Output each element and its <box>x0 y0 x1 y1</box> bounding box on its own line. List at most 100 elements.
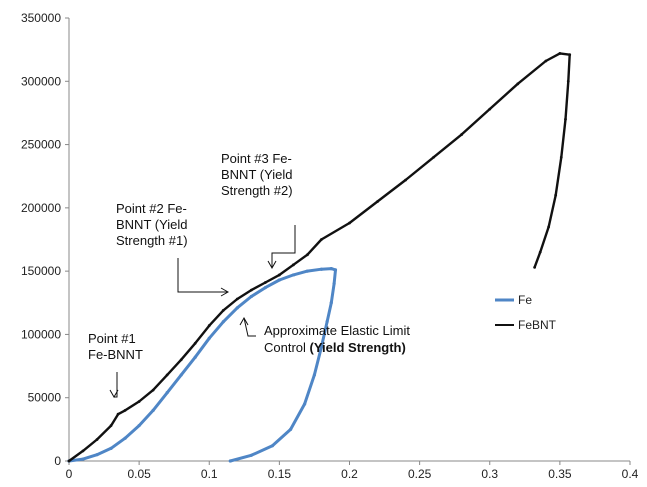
data-point-fe <box>325 320 329 324</box>
data-point-fe <box>333 268 338 272</box>
annotation-label-1: Fe-BNNT <box>88 347 143 362</box>
data-point-febnt <box>516 82 520 86</box>
data-point-febnt <box>566 79 570 83</box>
x-tick-label: 0.4 <box>622 467 639 481</box>
data-point-febnt <box>320 238 323 241</box>
data-point-fe <box>277 278 281 282</box>
annotation-label-4: Approximate Elastic Limit <box>264 323 410 338</box>
data-point-febnt <box>249 288 253 292</box>
data-point-febnt <box>568 53 572 57</box>
data-point-febnt <box>348 221 351 225</box>
data-point-fe <box>329 267 333 271</box>
data-point-febnt <box>123 408 127 412</box>
data-point-febnt <box>544 59 548 63</box>
data-point-fe <box>123 436 127 440</box>
annotation-arrowhead-4 <box>239 316 249 326</box>
data-point-febnt <box>95 438 99 441</box>
data-point-febnt <box>277 273 281 277</box>
data-point-febnt <box>404 178 407 182</box>
data-point-fe <box>109 446 113 450</box>
y-tick-label: 250000 <box>21 138 61 152</box>
data-point-fe <box>137 423 141 428</box>
data-point-febnt <box>460 133 464 136</box>
series-line-febnt <box>67 52 571 463</box>
x-tick-label: 0.15 <box>268 467 292 481</box>
x-tick-label: 0.05 <box>127 467 151 481</box>
annotation-arrowhead-2 <box>220 287 230 297</box>
series-lines <box>67 52 572 463</box>
x-tick-label: 0.35 <box>548 467 572 481</box>
annotation-arrow-1 <box>114 372 118 398</box>
data-point-fe <box>221 320 225 324</box>
y-tick-label: 50000 <box>28 391 62 405</box>
data-point-fe <box>249 294 253 299</box>
data-point-fe <box>291 273 295 277</box>
data-point-febnt <box>263 281 267 284</box>
data-point-febnt <box>559 155 563 159</box>
series-line-fe <box>67 267 337 463</box>
x-tick-label: 0.1 <box>201 467 218 481</box>
x-tick-label: 0.25 <box>408 467 432 481</box>
data-point-fe <box>312 373 317 377</box>
data-point-fe <box>319 345 324 349</box>
data-point-fe <box>81 457 85 461</box>
data-point-fe <box>165 391 169 395</box>
annotation-label-3: BNNT (Yield <box>221 167 293 182</box>
annotation-label-3: Point #3 Fe- <box>221 151 292 166</box>
data-point-febnt <box>81 449 85 453</box>
data-point-febnt <box>547 225 551 229</box>
data-point-febnt <box>193 341 197 345</box>
data-point-febnt <box>67 459 71 463</box>
data-point-febnt <box>564 117 567 121</box>
y-tick-label: 200000 <box>21 201 61 215</box>
legend-label-fe: Fe <box>518 293 532 307</box>
data-point-febnt <box>292 263 295 267</box>
data-point-febnt <box>137 400 141 403</box>
x-tick-label: 0.2 <box>341 467 358 481</box>
legend: Fe FeBNT <box>495 293 557 332</box>
data-point-febnt <box>538 250 542 254</box>
data-point-febnt <box>488 107 492 111</box>
data-point-fe <box>193 355 197 359</box>
x-tick-label: 0 <box>66 467 73 481</box>
data-point-fe <box>305 269 310 273</box>
annotation-arrowhead-3 <box>267 260 277 270</box>
data-point-fe <box>332 282 336 286</box>
data-point-febnt <box>533 265 537 269</box>
data-point-febnt <box>376 200 379 203</box>
data-point-febnt <box>432 155 436 159</box>
data-point-febnt <box>151 388 155 392</box>
data-point-febnt <box>116 412 120 416</box>
data-point-fe <box>235 306 239 310</box>
annotation-label-2: BNNT (Yield <box>116 217 188 232</box>
annotation-bold-text: (Yield Strength) <box>310 340 406 355</box>
data-point-fe <box>263 285 267 290</box>
data-point-fe <box>270 444 274 448</box>
data-point-febnt <box>207 324 211 327</box>
annotation-arrow-4 <box>243 317 256 337</box>
annotation-arrow-3 <box>271 225 296 268</box>
data-point-febnt <box>235 297 239 301</box>
annotation-label-4: Control (Yield Strength) <box>264 340 406 355</box>
data-point-fe <box>329 301 333 305</box>
annotation-arrow-2 <box>177 258 228 293</box>
data-point-febnt <box>558 52 562 55</box>
data-point-febnt <box>554 193 558 197</box>
y-tick-label: 350000 <box>21 11 61 25</box>
data-point-febnt <box>165 373 169 377</box>
annotation-label-2: Strength #1) <box>116 233 188 248</box>
legend-label-febnt: FeBNT <box>518 318 557 332</box>
x-tick-label: 0.3 <box>481 467 498 481</box>
data-point-fe <box>207 336 211 340</box>
data-point-fe <box>249 453 253 457</box>
data-point-febnt <box>109 424 113 427</box>
data-point-febnt <box>179 358 183 362</box>
data-point-fe <box>95 453 99 457</box>
data-point-fe <box>179 373 183 377</box>
data-point-fe <box>303 402 307 406</box>
y-tick-label: 150000 <box>21 264 61 278</box>
annotation-label-2: Point #2 Fe- <box>116 201 187 216</box>
data-point-fe <box>288 427 293 431</box>
